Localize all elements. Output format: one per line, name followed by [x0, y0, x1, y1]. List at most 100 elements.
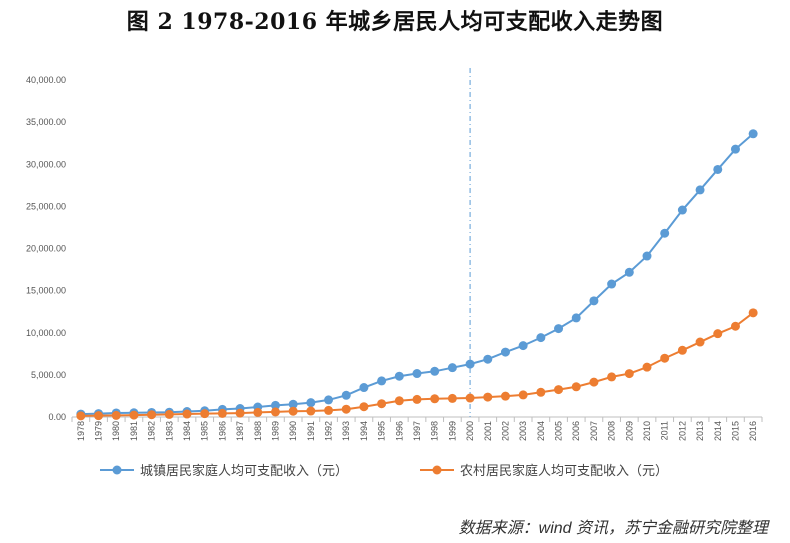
y-tick-label: 20,000.00	[26, 244, 66, 254]
x-tick-label: 1993	[341, 421, 351, 441]
data-point	[430, 394, 440, 404]
y-tick-label: 30,000.00	[26, 159, 66, 169]
data-point	[730, 321, 740, 331]
x-tick-label: 1982	[147, 421, 157, 441]
x-tick-label: 2015	[730, 421, 740, 441]
y-tick-label: 10,000.00	[26, 328, 66, 338]
data-point	[500, 391, 510, 401]
data-point	[713, 164, 723, 174]
data-point	[465, 359, 475, 369]
x-tick-label: 2013	[695, 421, 705, 441]
x-tick-label: 2005	[554, 421, 564, 441]
x-tick-label: 1979	[94, 421, 104, 441]
x-tick-label: 1988	[253, 421, 263, 441]
x-tick-label: 1981	[129, 421, 139, 441]
x-tick-label: 1983	[164, 421, 174, 441]
data-point	[394, 371, 404, 381]
x-tick-label: 2003	[518, 421, 528, 441]
x-tick-label: 2014	[713, 421, 723, 441]
data-point	[447, 363, 457, 373]
data-point	[217, 408, 227, 418]
y-tick-label: 5,000.00	[31, 370, 66, 380]
data-point	[642, 251, 652, 261]
x-tick-label: 1985	[200, 421, 210, 441]
y-tick-label: 15,000.00	[26, 286, 66, 296]
y-tick-label: 35,000.00	[26, 117, 66, 127]
x-tick-label: 2006	[571, 421, 581, 441]
data-point	[111, 410, 121, 420]
data-point	[306, 406, 316, 416]
data-point	[465, 393, 475, 403]
data-point	[359, 402, 369, 412]
legend-marker-0	[112, 465, 122, 475]
x-tick-label: 1978	[76, 421, 86, 441]
x-tick-label: 1995	[377, 421, 387, 441]
data-point	[536, 387, 546, 397]
x-tick-label: 1989	[270, 421, 280, 441]
data-point	[660, 228, 670, 238]
x-axis: 1978 1979 1980 1981 1982 1983 1984 1985 1986 1987…	[71, 416, 763, 441]
x-tick-label: 1997	[412, 421, 422, 441]
x-tick-label: 1986	[217, 421, 227, 441]
data-point	[713, 329, 723, 339]
data-point	[748, 129, 758, 139]
x-tick-label: 2011	[660, 421, 670, 440]
x-tick-label: 2008	[607, 421, 617, 441]
data-point	[589, 377, 599, 387]
data-point	[518, 390, 528, 400]
data-point	[324, 395, 334, 405]
x-tick-label: 2009	[624, 421, 634, 441]
data-point	[164, 409, 174, 419]
x-tick-label: 1994	[359, 421, 369, 441]
data-point	[235, 408, 245, 418]
data-point	[660, 353, 670, 363]
legend-label-1: 农村居民家庭人均可支配收入（元）	[460, 463, 668, 479]
data-point	[554, 324, 564, 334]
data-point	[748, 308, 758, 318]
data-point	[306, 398, 316, 408]
data-point	[554, 385, 564, 395]
data-point	[607, 279, 617, 289]
legend-marker-1	[432, 465, 442, 475]
x-tick-label: 1987	[235, 421, 245, 441]
x-tick-label: 2007	[589, 421, 599, 441]
x-tick-label: 1998	[430, 421, 440, 441]
data-point	[394, 396, 404, 406]
data-point	[483, 354, 493, 364]
x-tick-label: 2000	[465, 421, 475, 441]
y-tick-label: 0.00	[48, 412, 66, 422]
x-tick-label: 2016	[748, 421, 758, 441]
x-tick-label: 2004	[536, 421, 546, 441]
data-point	[359, 383, 369, 393]
x-tick-label: 2012	[677, 421, 687, 441]
x-tick-label: 2001	[483, 421, 493, 441]
data-point	[677, 205, 687, 215]
data-point	[270, 407, 280, 417]
y-tick-label: 40,000.00	[26, 75, 66, 85]
data-point	[430, 366, 440, 376]
data-point	[76, 411, 86, 421]
x-tick-label: 2010	[642, 421, 652, 441]
x-tick-label: 1991	[306, 421, 316, 441]
data-point	[571, 382, 581, 392]
data-point	[677, 345, 687, 355]
y-axis: 0.00 5,000.00 10,000.00 15,000.00 20,000.00 2…	[26, 75, 66, 422]
data-point	[571, 313, 581, 323]
legend-label-0: 城镇居民家庭人均可支配收入（元）	[140, 463, 348, 479]
x-tick-label: 2002	[500, 421, 510, 441]
data-point	[730, 144, 740, 154]
data-point	[624, 369, 634, 379]
data-point	[270, 400, 280, 410]
data-point	[288, 406, 298, 416]
y-tick-label: 25,000.00	[26, 201, 66, 211]
data-point	[500, 347, 510, 357]
data-point	[589, 296, 599, 306]
data-point	[518, 341, 528, 351]
data-point	[253, 407, 263, 417]
x-tick-label: 1980	[111, 421, 121, 441]
data-point	[695, 337, 705, 347]
source-note: 数据来源：wind 资讯，苏宁金融研究院整理	[458, 520, 768, 537]
data-point	[624, 267, 634, 277]
series-layer	[76, 129, 758, 421]
